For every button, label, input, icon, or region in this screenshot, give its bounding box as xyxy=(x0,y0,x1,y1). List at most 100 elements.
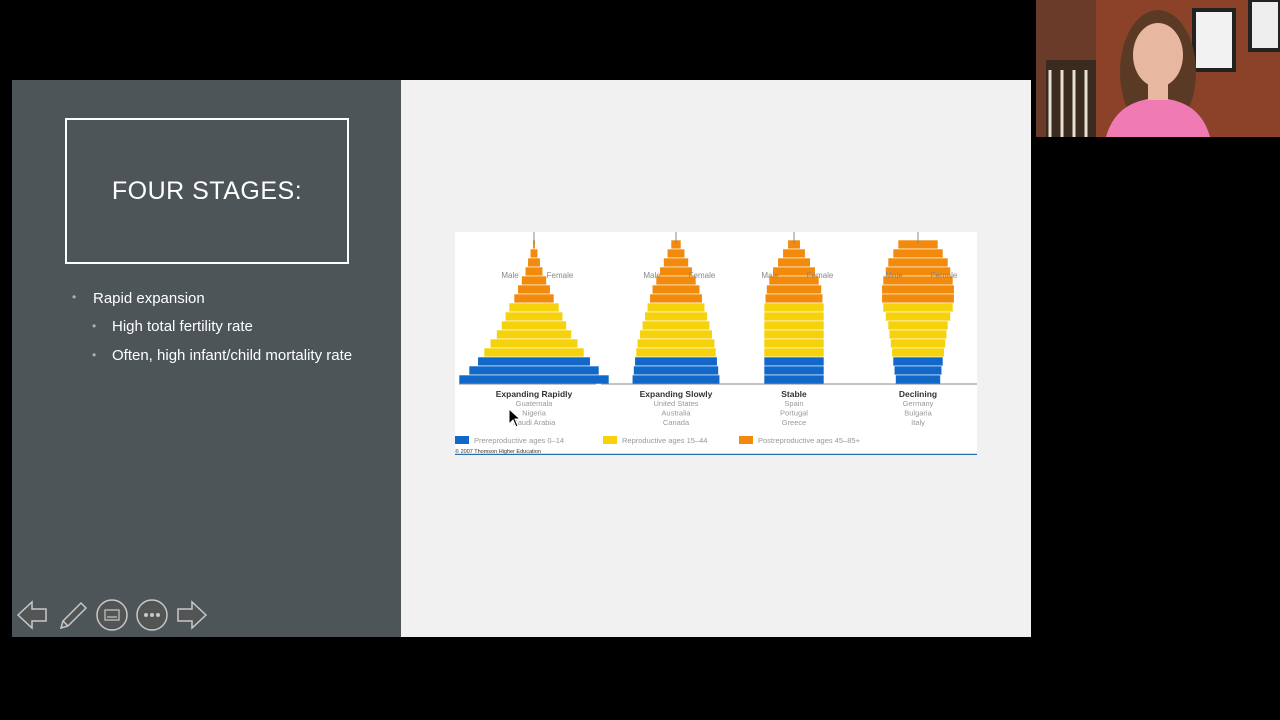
pyramid-bar xyxy=(496,329,572,340)
pyramid-bar xyxy=(635,347,717,358)
female-label: Female xyxy=(547,271,574,280)
pyramid-country: Portugal xyxy=(780,409,808,418)
pyramid-bar xyxy=(529,248,539,259)
pyramid-bar xyxy=(763,338,825,349)
more-options-button[interactable] xyxy=(134,597,170,633)
pyramid-country: Saudi Arabia xyxy=(513,418,556,427)
legend-swatch xyxy=(603,436,617,444)
pyramid-bar xyxy=(893,365,943,376)
pyramid-bar xyxy=(777,257,811,268)
pyramid-bar xyxy=(631,374,721,385)
pyramid-bar xyxy=(881,284,955,295)
legend-label: Postreproductive ages 45–85+ xyxy=(758,436,861,445)
pyramid-country: Guatemala xyxy=(516,399,554,408)
pyramid-bar xyxy=(766,284,822,295)
male-label: Male xyxy=(761,271,779,280)
next-slide-icon xyxy=(177,600,208,630)
male-label: Male xyxy=(643,271,661,280)
pyramid-bar xyxy=(763,347,825,358)
pyramid-country: Greece xyxy=(782,418,807,427)
pyramid-bar xyxy=(891,347,945,358)
subtitles-button[interactable] xyxy=(94,597,130,633)
previous-slide-icon xyxy=(16,600,47,630)
pyramid-bar xyxy=(882,302,954,313)
pyramid-bar xyxy=(881,293,955,304)
pyramid-bar xyxy=(763,311,825,322)
pyramid-title: Expanding Slowly xyxy=(640,389,713,399)
pyramid-country: Nigeria xyxy=(522,409,547,418)
pyramid-bar xyxy=(524,266,544,277)
pyramid-bar xyxy=(489,338,579,349)
pyramid-bar xyxy=(663,257,689,268)
pyramid-country: Spain xyxy=(784,399,803,408)
previous-slide-button[interactable] xyxy=(14,597,50,633)
legend-swatch xyxy=(739,436,753,444)
pyramid-bar xyxy=(763,374,825,385)
pyramid-bar xyxy=(895,374,941,385)
population-pyramid-chart: Male Female Expanding Rapidly Guatemala Nige… xyxy=(455,232,977,455)
pyramid-country: Australia xyxy=(661,409,691,418)
pyramid-bar xyxy=(458,374,610,385)
pyramid-title: Expanding Rapidly xyxy=(496,389,573,399)
pyramid-bar xyxy=(513,293,555,304)
pyramid-bar xyxy=(763,329,825,340)
legend-label: Prereproductive ages 0–14 xyxy=(474,436,564,445)
subtitles-icon xyxy=(96,599,128,631)
pyramid-bar xyxy=(468,365,600,376)
legend-swatch xyxy=(455,436,469,444)
bullet-fertility: High total fertility rate xyxy=(72,317,372,336)
pyramid-bar xyxy=(636,338,716,349)
pen-button[interactable] xyxy=(54,597,90,633)
female-label: Female xyxy=(807,271,834,280)
pyramid-title: Stable xyxy=(781,389,807,399)
bullet-mortality: Often, high infant/child mortality rate xyxy=(72,346,372,365)
pyramid-bar xyxy=(521,275,547,286)
bullet-list: Rapid expansion High total fertility rat… xyxy=(72,290,372,375)
male-label: Male xyxy=(501,271,519,280)
pyramid-bar xyxy=(633,365,719,376)
pyramid-country: Bulgaria xyxy=(904,409,932,418)
pyramid-bar xyxy=(504,311,564,322)
pyramid-bar xyxy=(888,329,948,340)
pyramid-bar xyxy=(666,248,686,259)
pyramid-bar xyxy=(634,356,718,367)
pyramid-bar xyxy=(641,320,711,331)
pyramid-country: Canada xyxy=(663,418,690,427)
pyramid-bar xyxy=(646,302,706,313)
next-slide-button[interactable] xyxy=(174,597,210,633)
male-label: Male xyxy=(885,271,903,280)
copyright-text: © 2007 Thomson Higher Education xyxy=(455,448,541,455)
pyramid-bar xyxy=(764,293,824,304)
pyramid-bar xyxy=(527,257,541,268)
pyramid-bar xyxy=(887,257,949,268)
pyramid-bar xyxy=(887,320,949,331)
pyramid-bar xyxy=(483,347,585,358)
female-label: Female xyxy=(931,271,958,280)
pyramid-bar xyxy=(763,320,825,331)
pyramid-bar xyxy=(644,311,708,322)
slide-left-panel: FOUR STAGES: Rapid expansion High total … xyxy=(12,80,401,637)
pyramid-bar xyxy=(651,284,701,295)
pyramid-bar xyxy=(477,356,591,367)
pyramid-country: United States xyxy=(653,399,698,408)
female-label: Female xyxy=(689,271,716,280)
pen-icon xyxy=(59,601,88,630)
pyramid-bar xyxy=(892,356,944,367)
mouse-cursor-icon xyxy=(508,408,522,428)
pyramid-bar xyxy=(639,329,713,340)
slide-title-box: FOUR STAGES: xyxy=(65,118,349,264)
pyramid-title: Declining xyxy=(899,389,937,399)
bullet-rapid-expansion: Rapid expansion xyxy=(72,290,372,307)
slideshow-toolbar xyxy=(14,597,210,637)
pyramid-bar xyxy=(763,302,825,313)
chart-svg: Male Female Expanding RapidlyGuatemalaNige… xyxy=(455,232,977,455)
pyramid-bar xyxy=(763,356,825,367)
legend-label: Reproductive ages 15–44 xyxy=(622,436,707,445)
pyramid-country: Germany xyxy=(903,399,934,408)
pyramid-bar xyxy=(885,311,951,322)
pyramid-bar xyxy=(649,293,703,304)
pyramid-bar xyxy=(763,365,825,376)
pyramid-bar xyxy=(892,248,944,259)
pyramid-bar xyxy=(508,302,560,313)
pyramid-bar xyxy=(501,320,567,331)
